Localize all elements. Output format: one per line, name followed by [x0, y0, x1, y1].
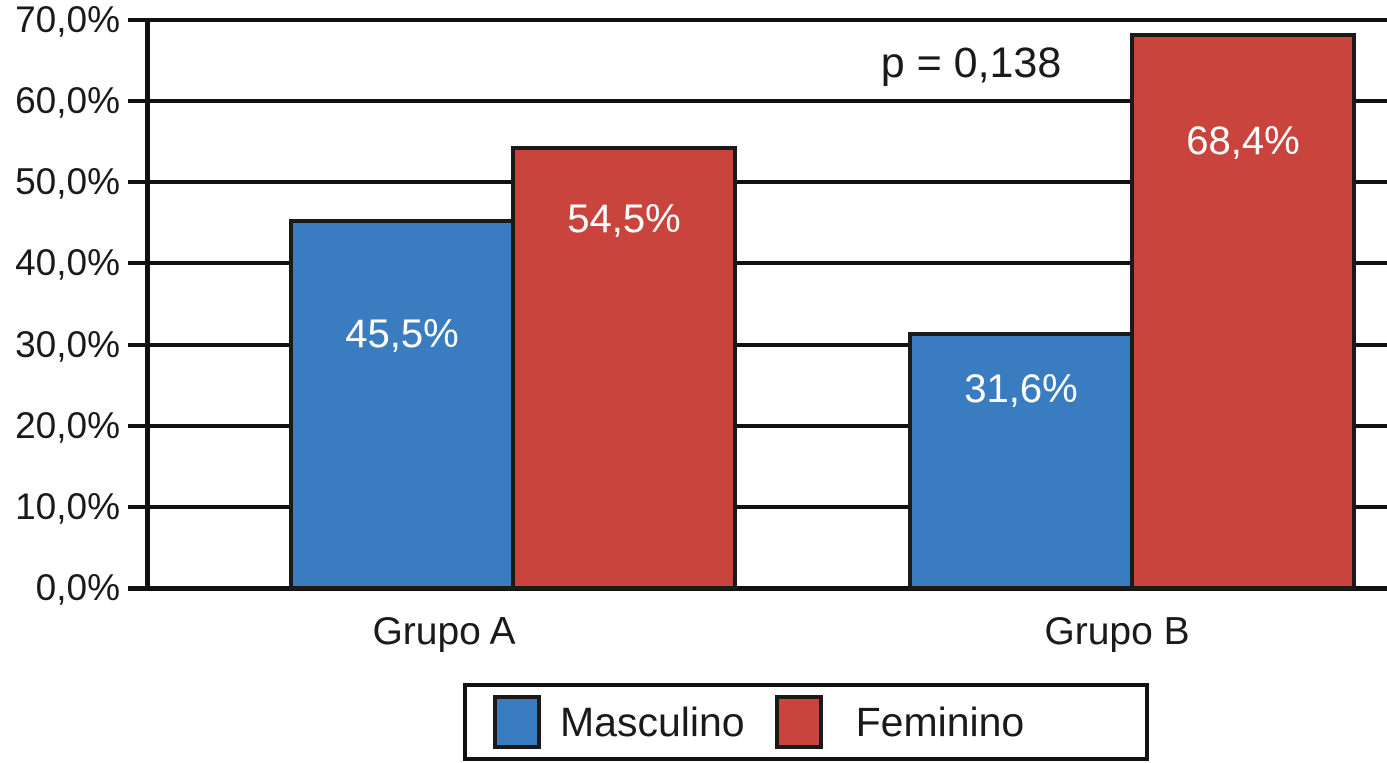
grid-line [128, 423, 1387, 428]
y-tick-label: 70,0% [15, 0, 120, 40]
p-value-annotation: p = 0,138 [880, 39, 1062, 87]
legend-label-feminino: Feminino [855, 699, 1025, 745]
legend-label-masculino: Masculino [560, 699, 745, 745]
bar-grupo-a-masculino [289, 218, 515, 590]
legend-swatch-feminino [774, 695, 823, 749]
grid-line [128, 99, 1387, 104]
bar-value-label-grupo-a-feminino: 54,5% [567, 196, 681, 241]
y-axis-line [145, 18, 150, 591]
bar-value-label-grupo-a-masculino: 45,5% [345, 311, 459, 356]
legend: Masculino Feminino [463, 683, 1149, 761]
y-tick-label: 40,0% [15, 242, 120, 284]
y-tick-label: 0,0% [35, 567, 120, 608]
y-tick-label: 10,0% [15, 485, 120, 527]
bar-value-label-grupo-b-masculino: 31,6% [964, 366, 1078, 411]
category-label-grupo-b: Grupo B [1044, 610, 1190, 653]
grid-line [128, 18, 1387, 22]
grid-line [128, 180, 1387, 185]
bar-grupo-a-feminino [511, 145, 737, 590]
y-tick-label: 50,0% [15, 161, 120, 203]
grid-line [128, 342, 1387, 347]
grid-line [128, 504, 1387, 509]
category-label-grupo-a: Grupo A [372, 610, 516, 653]
bar-grupo-b-masculino [908, 331, 1134, 590]
grid-line [128, 585, 1387, 591]
y-tick-label: 60,0% [15, 80, 120, 122]
bar-grupo-b-feminino [1130, 32, 1356, 590]
legend-swatch-masculino [493, 695, 541, 749]
grid-line [128, 261, 1387, 266]
y-tick-label: 30,0% [15, 323, 120, 365]
y-tick-label: 20,0% [15, 404, 120, 446]
bar-value-label-grupo-b-feminino: 68,4% [1186, 118, 1300, 163]
